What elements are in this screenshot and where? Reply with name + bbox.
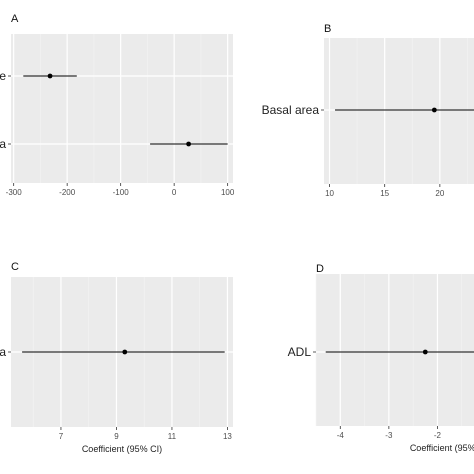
panel-a-point-estimate (47, 73, 53, 79)
panel-c-y-tick-label: a (0, 345, 6, 359)
panel-b-letter: B (324, 23, 331, 35)
panel-a-x-tick-label: -100 (113, 188, 130, 197)
panel-d-letter: D (316, 263, 324, 275)
panel-c-point-estimate (122, 349, 128, 355)
panel-a-x-tick-label: -300 (6, 188, 23, 197)
panel-a-y-tick-label: a (0, 137, 6, 151)
panel-c: 7 9 11 13 a C Coefficient (95% CI) (0, 261, 233, 454)
panel-c-x-axis-title: Coefficient (95% CI) (82, 444, 162, 454)
panel-d-x-axis-title: Coefficient (95% CI) (410, 443, 474, 453)
panel-b-x-tick-label: 10 (325, 189, 334, 198)
panel-b-background (324, 38, 474, 184)
panel-b: 10 15 20 Basal area B (262, 23, 474, 198)
panel-a-point-estimate (186, 141, 192, 147)
panel-c-x-tick-label: 7 (59, 432, 64, 441)
panel-b-point-estimate (431, 107, 437, 113)
panel-c-letter: C (11, 261, 19, 273)
panel-d-y-tick-label: ADL (288, 345, 312, 359)
panel-c-x-tick-label: 11 (168, 432, 177, 441)
panel-a-x-tick-label: -200 (59, 188, 76, 197)
panel-d-x-tick-label: -2 (434, 431, 442, 440)
panel-d-x-tick-label: -3 (385, 431, 393, 440)
panel-a-y-tick-label: e (0, 69, 6, 83)
panel-b-y-tick-label: Basal area (262, 103, 320, 117)
panel-d-x-tick-label: -4 (337, 431, 345, 440)
panel-d: -4 -3 -2 ADL D Coefficient (95% CI) (288, 263, 474, 453)
panel-a-x-tick-label: 0 (172, 188, 177, 197)
panel-a: -300 -200 -100 0 100 e a A (0, 13, 235, 197)
panel-b-x-tick-label: 20 (435, 189, 444, 198)
panel-c-x-tick-label: 9 (114, 432, 119, 441)
panel-a-letter: A (11, 13, 19, 25)
panel-c-x-tick-label: 13 (223, 432, 232, 441)
panel-d-background (316, 274, 474, 426)
panel-a-x-tick-label: 100 (221, 188, 235, 197)
panel-d-point-estimate (422, 349, 428, 355)
panel-b-x-tick-label: 15 (380, 189, 389, 198)
panel-a-background (11, 34, 233, 183)
